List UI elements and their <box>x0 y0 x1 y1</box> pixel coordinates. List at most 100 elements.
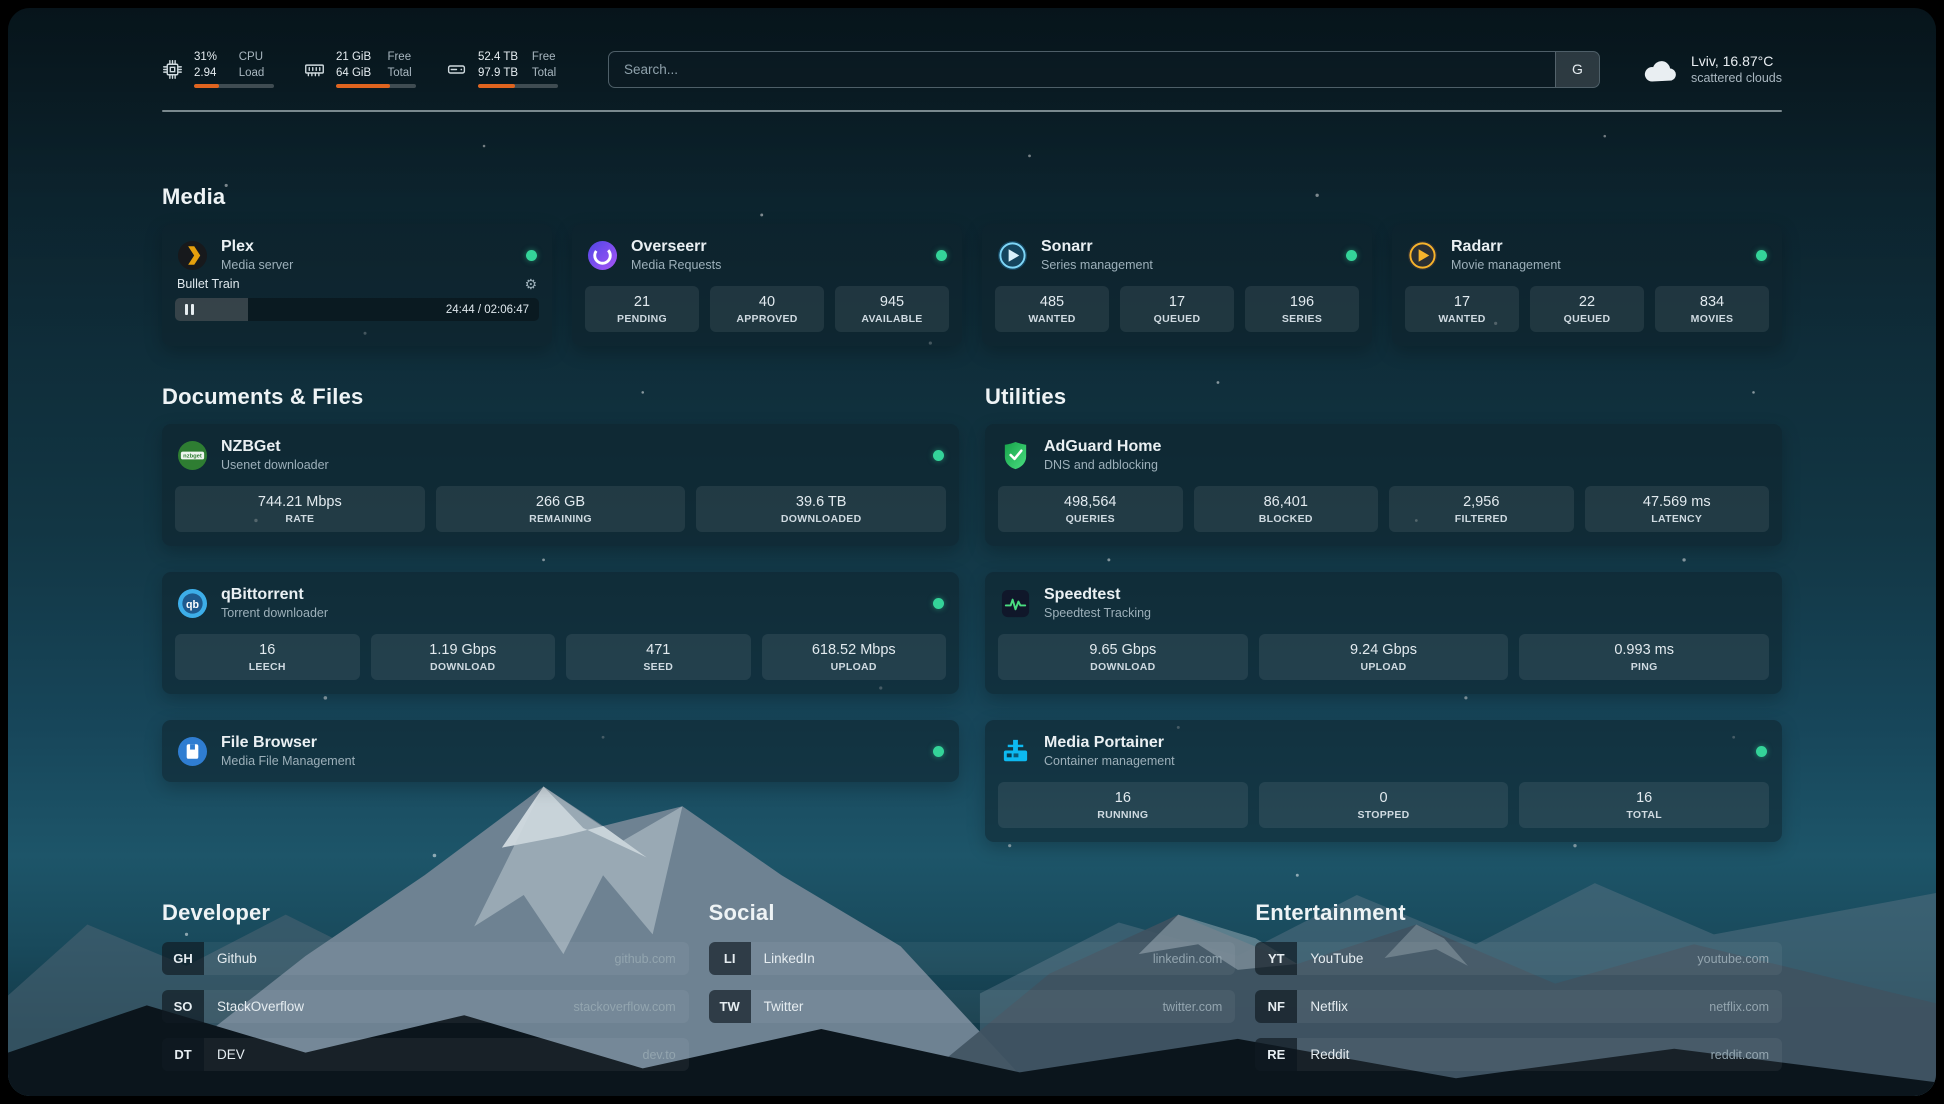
disk-progress-bar <box>478 84 558 89</box>
service-description: Torrent downloader <box>221 606 329 620</box>
section-title-social: Social <box>708 900 775 925</box>
cpu-progress-bar <box>194 84 274 89</box>
now-playing-progress-bar: 24:44 / 02:06:47 <box>175 298 539 321</box>
portainer-icon <box>1000 736 1031 767</box>
service-description: Speedtest Tracking <box>1044 606 1152 620</box>
stat-series: 196 SERIES <box>1245 286 1359 332</box>
stat-wanted: 485 WANTED <box>995 286 1109 332</box>
now-playing-progress-fill <box>175 298 248 321</box>
bookmark-dev[interactable]: DT DEV dev.to <box>162 1038 689 1071</box>
bookmark-github[interactable]: GH Github github.com <box>162 942 689 975</box>
status-dot <box>933 597 944 609</box>
service-description: Media server <box>221 258 294 272</box>
service-name: Plex <box>221 238 254 255</box>
service-name: Radarr <box>1451 238 1503 255</box>
weather-widget[interactable]: Lviv, 16.87°C scattered clouds <box>1642 53 1782 85</box>
bookmark-domain: netflix.com <box>1709 999 1769 1014</box>
service-name: Speedtest <box>1044 586 1121 603</box>
now-playing-time: 24:44 / 02:06:47 <box>445 303 529 316</box>
memory-widget: 21 GiB Free 64 GiB Total <box>304 50 416 89</box>
service-card-nzbget[interactable]: nzbget NZBGet Usenet downloader 744.21 M… <box>162 424 959 546</box>
bookmark-youtube[interactable]: YT YouTube youtube.com <box>1255 942 1782 975</box>
pause-icon[interactable] <box>185 304 194 315</box>
stat-ping: 0.993 ms PING <box>1519 634 1770 680</box>
bookmark-abbr: DT <box>162 1038 204 1071</box>
section-title-entertainment: Entertainment <box>1255 900 1406 925</box>
service-name: File Browser <box>221 734 318 751</box>
topbar: 31% CPU 2.94 Load <box>162 42 1782 96</box>
stat-running: 16 RUNNING <box>998 782 1248 828</box>
header-divider <box>162 110 1782 112</box>
service-card-sonarr[interactable]: Sonarr Series management 485 WANTED 17 QUE… <box>982 224 1372 346</box>
bookmark-domain: github.com <box>614 951 676 966</box>
svg-text:qb: qb <box>186 598 199 610</box>
status-dot <box>1756 745 1767 757</box>
memory-total-value: 64 GiB <box>336 66 372 79</box>
sonarr-icon <box>997 240 1028 271</box>
stat-filtered: 2,956 FILTERED <box>1389 486 1574 532</box>
bookmark-stackoverflow[interactable]: SO StackOverflow stackoverflow.com <box>162 990 689 1023</box>
stat-rate: 744.21 Mbps RATE <box>175 486 425 532</box>
speedtest-icon <box>1000 588 1031 619</box>
gear-icon[interactable]: ⚙ <box>524 276 537 292</box>
adguard-icon <box>1000 440 1031 471</box>
stat-remaining: 266 GB REMAINING <box>435 486 686 532</box>
bookmark-twitter[interactable]: TW Twitter twitter.com <box>708 990 1236 1023</box>
disk-icon <box>446 59 467 80</box>
disk-total-label: Total <box>531 66 557 79</box>
bookmark-netflix[interactable]: NF Netflix netflix.com <box>1255 990 1782 1023</box>
bookmark-name: DEV <box>217 1047 245 1062</box>
service-name: Media Portainer <box>1044 734 1165 751</box>
service-card-radarr[interactable]: Radarr Movie management 17 WANTED 22 QUEUE… <box>1392 224 1782 346</box>
stat-leech: 16 LEECH <box>175 634 360 680</box>
bookmark-abbr: YT <box>1255 942 1298 975</box>
service-card-overseerr[interactable]: Overseerr Media Requests 21 PENDING 40 APP… <box>572 224 962 346</box>
stat-queries: 498,564 QUERIES <box>998 486 1183 532</box>
cpu-load-value: 2.94 <box>194 66 217 79</box>
search-input[interactable] <box>609 51 1555 87</box>
bookmark-domain: dev.to <box>642 1047 676 1062</box>
service-card-portainer[interactable]: Media Portainer Container management 16 R… <box>985 720 1782 842</box>
service-card-adguard[interactable]: AdGuard Home DNS and adblocking 498,564 Q… <box>985 424 1782 546</box>
stat-queued: 17 QUEUED <box>1120 286 1234 332</box>
service-description: Container management <box>1044 754 1175 768</box>
status-dot <box>936 249 947 261</box>
stat-total: 16 TOTAL <box>1519 782 1770 828</box>
section-utilities: Utilities AdGuard Home DNS and adblockin… <box>985 384 1782 842</box>
nzbget-icon: nzbget <box>177 440 208 471</box>
bookmark-domain: twitter.com <box>1162 999 1223 1014</box>
stat-latency: 47.569 ms LATENCY <box>1584 486 1769 532</box>
bookmark-linkedin[interactable]: LI LinkedIn linkedin.com <box>708 942 1236 975</box>
search-provider-button[interactable]: G <box>1554 51 1599 87</box>
bookmark-name: Twitter <box>763 999 804 1014</box>
bookmark-abbr: NF <box>1255 990 1298 1023</box>
bookmark-reddit[interactable]: RE Reddit reddit.com <box>1255 1038 1782 1071</box>
now-playing-title: Bullet Train <box>177 277 240 291</box>
cpu-widget: 31% CPU 2.94 Load <box>162 50 274 89</box>
bookmark-abbr: LI <box>708 942 751 975</box>
bookmark-name: Netflix <box>1310 999 1348 1014</box>
mountain-background <box>8 134 1936 1096</box>
radarr-icon <box>1407 240 1438 271</box>
service-card-speedtest[interactable]: Speedtest Speedtest Tracking 9.65 Gbps DO… <box>985 572 1782 694</box>
cpu-usage-label: CPU <box>238 50 263 63</box>
cpu-icon <box>162 59 183 80</box>
disk-progress-fill <box>478 84 515 89</box>
filebrowser-icon <box>177 736 208 767</box>
service-description: DNS and adblocking <box>1044 458 1158 472</box>
section-title-utilities: Utilities <box>985 384 1067 409</box>
stat-pending: 21 PENDING <box>585 286 699 332</box>
service-description: Media File Management <box>221 754 356 768</box>
bookmark-abbr: TW <box>708 990 751 1023</box>
service-card-filebrowser[interactable]: File Browser Media File Management <box>162 720 959 782</box>
qbittorrent-icon: qb <box>177 588 208 619</box>
status-dot <box>933 745 944 757</box>
cpu-progress-fill <box>194 84 219 89</box>
stat-stopped: 0 STOPPED <box>1258 782 1509 828</box>
memory-free-value: 21 GiB <box>336 50 372 63</box>
stat-blocked: 86,401 BLOCKED <box>1193 486 1378 532</box>
service-name: AdGuard Home <box>1044 438 1162 455</box>
bookmark-domain: youtube.com <box>1697 951 1769 966</box>
service-card-plex[interactable]: Plex Media server Bullet Train ⚙ 24:44 /… <box>162 224 552 346</box>
service-card-qbittorrent[interactable]: qb qBittorrent Torrent downloader 16 LEEC… <box>162 572 959 694</box>
